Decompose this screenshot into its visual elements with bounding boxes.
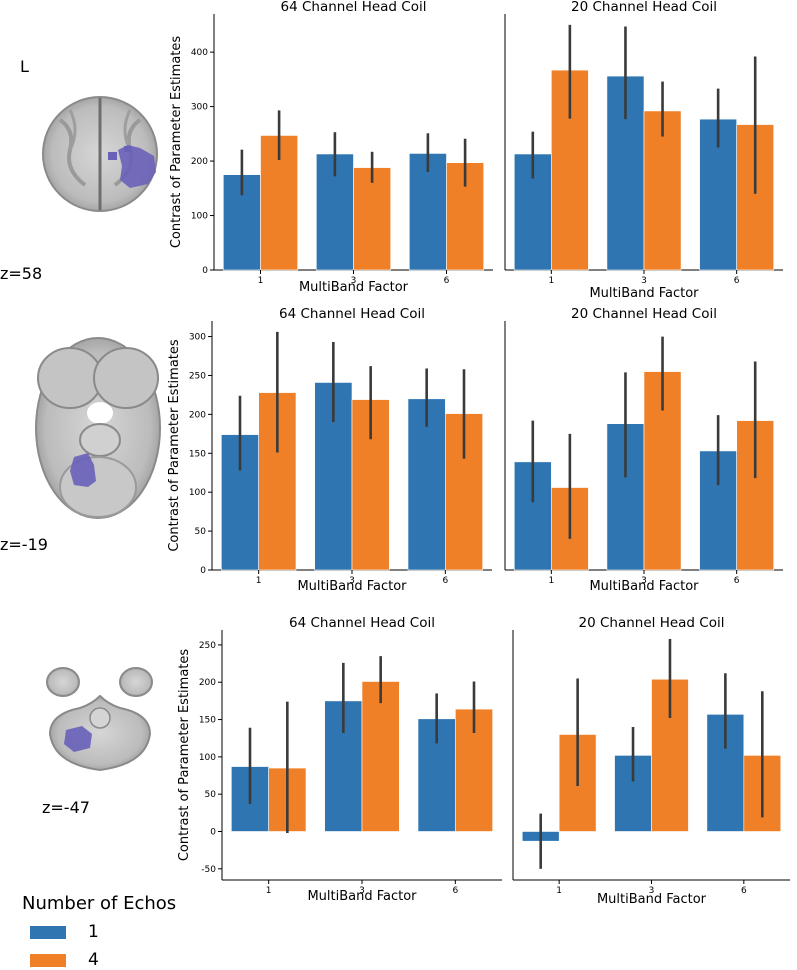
legend-label-1: 1 [88,922,99,942]
y-tick-label: 100 [189,488,206,498]
x-tick-label: 3 [349,576,355,586]
y-tick-label: 200 [189,410,206,420]
x-axis-label: MultiBand Factor [307,889,417,904]
legend: Number of Echos 1 4 [22,893,176,970]
y-tick-label: 100 [199,753,216,763]
y-tick-label: 0 [202,266,208,276]
y-axis-label: Contrast of Parameter Estimates [177,649,192,862]
slice-label-z-19: z=-19 [0,535,48,554]
x-tick-label: 3 [649,886,655,896]
x-tick-label: 3 [351,276,357,286]
y-tick-label: 300 [189,333,206,343]
orientation-label: L [20,57,29,76]
x-tick-label: 1 [556,886,562,896]
x-tick-label: 1 [256,576,262,586]
y-tick-label: 150 [199,716,216,726]
y-tick-label: 200 [199,678,216,688]
bar-series-1-mb-6 [408,153,447,271]
x-axis-label: MultiBand Factor [589,579,699,594]
x-tick-label: 6 [444,276,450,286]
chart-title: 20 Channel Head Coil [571,306,717,322]
chart-panel-row1-64ch: 64 Channel Head Coil 0 100 200 300 400 Contras… [169,0,493,295]
x-tick-label: 6 [442,576,448,586]
legend-label-4: 4 [88,950,99,970]
chart-panel-row3-20ch: 20 Channel Head Coil 1 3 6 MultiBand Factor [512,615,790,907]
x-tick-label: 6 [741,886,747,896]
y-tick-label: 50 [205,790,217,800]
brain-slice-bottom [46,667,153,772]
x-tick-label: 6 [734,276,740,286]
x-axis-label: MultiBand Factor [297,579,407,594]
slice-label-z-47: z=-47 [42,798,90,817]
bar-series-4-mb-3 [643,110,682,271]
chart-panel-row2-64ch: 64 Channel Head Coil 0 50 100 150 200 250 300 Co… [167,306,492,594]
y-tick-label: 50 [195,527,207,537]
y-tick-label: 300 [191,103,208,113]
chart-title: 20 Channel Head Coil [579,615,725,631]
bar-series-4-mb-3 [361,681,400,832]
y-tick-label: 250 [199,641,216,651]
legend-title: Number of Echos [22,893,177,914]
y-tick-label: 250 [189,371,206,381]
x-axis-label: MultiBand Factor [597,892,707,907]
chart-title: 64 Channel Head Coil [279,306,425,322]
slice-label-z58: z=58 [0,264,43,283]
bar-series-4-mb-6 [445,413,483,571]
x-tick-label: 3 [359,886,365,896]
y-tick-label: 0 [200,566,206,576]
roi-region [70,453,96,487]
chart-panel-row3-64ch: 64 Channel Head Coil -50 0 50 100 150 200 250 Co… [177,615,502,904]
x-tick-label: 6 [452,886,458,896]
roi-region [64,726,92,752]
legend-item-1: 1 [22,922,176,942]
chart-title: 64 Channel Head Coil [289,615,435,631]
x-tick-label: 1 [548,576,554,586]
x-tick-label: 1 [258,276,264,286]
roi-region [118,145,156,188]
y-tick-label: 200 [191,157,208,167]
y-tick-label: 0 [210,827,216,837]
x-tick-label: 6 [734,576,740,586]
bar-series-4-mb-3 [353,167,392,271]
x-tick-label: 3 [641,576,647,586]
y-tick-label: 150 [189,449,206,459]
legend-swatch-4 [30,953,66,967]
legend-swatch-1 [30,925,66,939]
y-tick-label: 100 [191,212,208,222]
x-axis-label: MultiBand Factor [299,280,409,295]
chart-panel-row1-20ch: 20 Channel Head Coil 1 3 6 MultiBand Factor [504,0,783,301]
chart-title: 64 Channel Head Coil [281,0,427,15]
legend-item-4: 4 [22,950,176,970]
chart-title: 20 Channel Head Coil [571,0,717,15]
x-tick-label: 3 [641,276,647,286]
x-tick-label: 1 [548,276,554,286]
y-tick-label: -50 [201,865,216,875]
brain-slice-top [42,96,158,212]
x-axis-label: MultiBand Factor [589,286,699,301]
brain-slice-middle [35,337,161,519]
chart-panel-row2-20ch: 20 Channel Head Coil 1 3 6 MultiBand Factor [504,306,783,594]
y-tick-label: 400 [191,48,208,58]
y-axis-label: Contrast of Parameter Estimates [169,36,184,249]
y-axis-label: Contrast of Parameter Estimates [167,339,182,552]
x-tick-label: 1 [266,886,272,896]
